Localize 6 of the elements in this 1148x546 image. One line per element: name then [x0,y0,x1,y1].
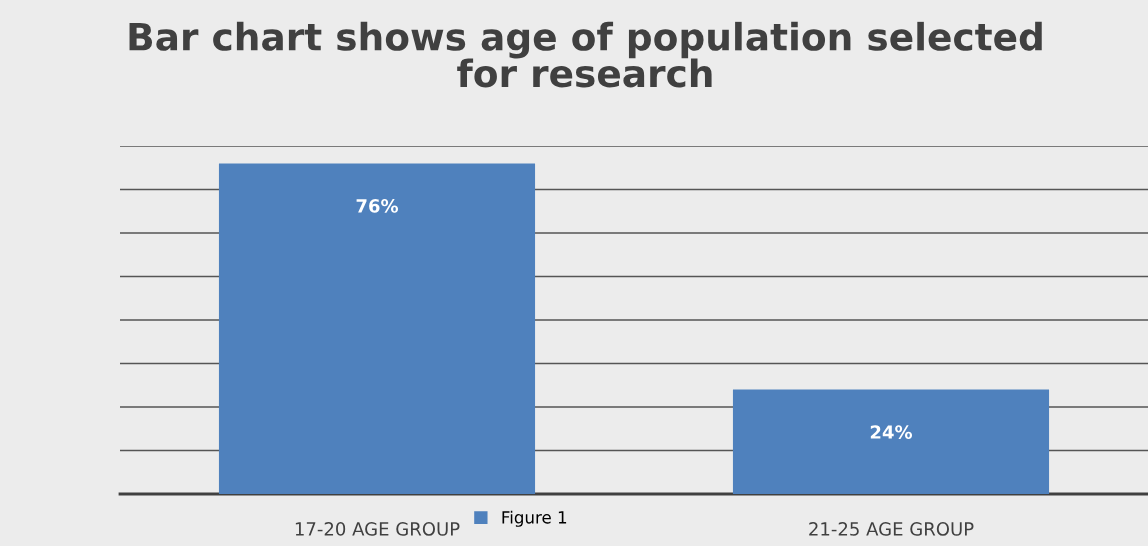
legend-label: Figure 1 [502,510,567,527]
x-tick-label: 21-25 AGE GROUP [809,522,974,536]
data-label: 24% [870,425,913,439]
x-tick-label: 17-20 AGE GROUP [295,522,460,536]
data-label: 76% [356,199,399,213]
chart-title: Bar chart shows age of population selected for research [129,21,1042,88]
